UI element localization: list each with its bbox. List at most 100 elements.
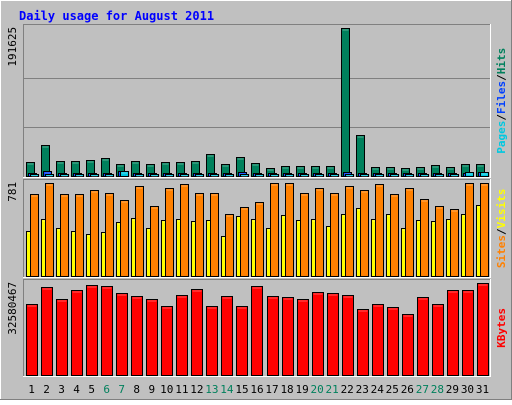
bar-kbytes-day-24-body (372, 304, 384, 376)
bar-sites-day-20 (315, 188, 324, 277)
bar-sites-day-18 (285, 183, 294, 277)
bar-kbytes-day-25-body (387, 307, 399, 376)
bar-sites-day-7-body (120, 200, 129, 277)
bar-sites-day-21 (330, 193, 339, 277)
bar-kbytes-day-9 (146, 299, 158, 376)
bar-sites-day-8 (135, 186, 144, 277)
bar-pages-day-13 (210, 174, 219, 177)
bar-sites-day-21-body (330, 193, 339, 277)
bar-sites-day-10-body (165, 188, 174, 277)
x-tick-label-day-16: 16 (250, 383, 263, 396)
bar-pages-day-31 (480, 172, 489, 177)
bar-pages-day-28-body (435, 174, 444, 177)
legend-part-3: / (495, 74, 508, 81)
bar-kbytes-day-9-body (146, 299, 158, 376)
bar-sites-day-31-body (480, 183, 489, 277)
bar-kbytes-day-12-body (191, 289, 203, 376)
bar-kbytes-day-10-body (161, 306, 173, 376)
bar-sites-day-15-body (240, 207, 249, 277)
bar-kbytes-day-13-body (206, 306, 218, 376)
bar-sites-day-4-body (75, 194, 84, 277)
bar-sites-day-13 (210, 193, 219, 277)
bar-sites-day-6 (105, 193, 114, 277)
series-legend-label: Pages/Files/Hits (495, 48, 508, 154)
bar-pages-day-26 (405, 174, 414, 177)
bar-pages-day-26-body (405, 174, 414, 177)
bar-hits-day-22 (341, 28, 350, 177)
bar-sites-day-23 (360, 190, 369, 277)
bar-kbytes-day-20-body (312, 292, 324, 376)
bar-sites-day-24 (375, 184, 384, 277)
x-tick-label-day-30: 30 (461, 383, 474, 396)
bar-sites-day-28-body (435, 206, 444, 277)
bar-sites-day-16 (255, 202, 264, 277)
bar-kbytes-day-18-body (282, 297, 294, 376)
bar-sites-day-13-body (210, 193, 219, 277)
bar-sites-day-19 (300, 193, 309, 277)
x-tick-label-day-18: 18 (280, 383, 293, 396)
bar-sites-day-9 (150, 206, 159, 277)
bar-pages-day-23-body (360, 174, 369, 177)
bar-pages-day-24-body (375, 174, 384, 177)
bar-pages-day-8-body (135, 174, 144, 177)
bar-sites-day-26 (405, 188, 414, 277)
bar-kbytes-day-11 (176, 295, 188, 376)
x-tick-label-day-4: 4 (73, 383, 80, 396)
bar-pages-day-1-body (30, 174, 39, 177)
bar-kbytes-day-19-body (297, 299, 309, 376)
bar-kbytes-day-1-body (26, 304, 38, 376)
bar-pages-day-4-body (75, 174, 84, 177)
bar-sites-day-12-body (195, 193, 204, 277)
bar-sites-day-11 (180, 184, 189, 277)
legend-part-2: Files (495, 81, 508, 114)
bar-pages-day-18 (285, 174, 294, 177)
bar-kbytes-day-14 (221, 296, 233, 376)
bar-sites-day-6-body (105, 193, 114, 277)
bar-kbytes-day-6-body (101, 286, 113, 376)
bar-kbytes-day-25 (387, 307, 399, 376)
bar-pages-day-5 (90, 174, 99, 177)
bar-kbytes-day-30-body (462, 290, 474, 376)
legend-part-1: / (495, 114, 508, 121)
bar-sites-day-5 (90, 190, 99, 277)
bar-sites-day-14-body (225, 214, 234, 277)
bar-kbytes-day-13 (206, 306, 218, 376)
bar-kbytes-day-26 (402, 314, 414, 376)
bar-pages-day-10-body (165, 174, 174, 177)
bar-pages-day-19 (300, 174, 309, 177)
bar-sites-day-8-body (135, 186, 144, 277)
bar-sites-day-31 (480, 183, 489, 277)
x-tick-label-day-20: 20 (311, 383, 324, 396)
bar-hits-day-23-body (356, 135, 365, 177)
chart-title: Daily usage for August 2011 (19, 9, 214, 23)
bar-kbytes-day-16 (251, 286, 263, 376)
legend-part-4: Hits (495, 48, 508, 75)
x-tick-label-day-19: 19 (295, 383, 308, 396)
x-tick-label-day-2: 2 (43, 383, 50, 396)
bar-kbytes-day-26-body (402, 314, 414, 376)
bar-pages-day-13-body (210, 174, 219, 177)
bar-kbytes-day-7 (116, 293, 128, 376)
bar-kbytes-day-29-body (447, 290, 459, 376)
bar-pages-day-7 (120, 171, 129, 177)
bar-sites-day-5-body (90, 190, 99, 277)
bar-kbytes-day-3 (56, 299, 68, 376)
bar-hits-day-22-body (341, 28, 350, 177)
bar-pages-day-27-body (420, 174, 429, 177)
bar-pages-day-2-body (45, 174, 54, 177)
bar-kbytes-day-17-body (267, 296, 279, 376)
legend-part-1: / (495, 228, 508, 235)
legend-part-0: KBytes (495, 308, 508, 348)
bar-pages-day-9 (150, 174, 159, 177)
bar-kbytes-day-8-body (131, 296, 143, 376)
bar-pages-day-25 (390, 174, 399, 177)
chart-panels: 191625Pages/Files/Hits781Sites/Visits325… (6, 24, 508, 377)
x-tick-label-day-21: 21 (326, 383, 339, 396)
bar-kbytes-day-29 (447, 290, 459, 376)
bar-sites-day-27-body (420, 199, 429, 277)
bar-pages-day-21-body (330, 174, 339, 177)
bar-sites-day-29-body (450, 209, 459, 277)
bar-sites-day-1-body (30, 194, 39, 277)
